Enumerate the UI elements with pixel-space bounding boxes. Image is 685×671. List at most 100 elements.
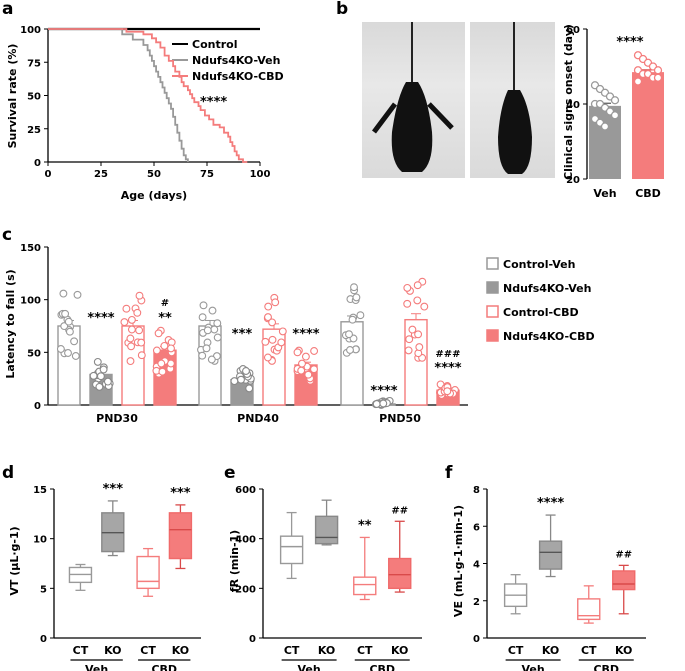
survival-chart: Survival rate (%) Age (days) Control Ndu… [6,38,284,202]
data-point [207,355,216,364]
data-point [415,343,424,352]
x-tick-label: PND50 [379,412,421,425]
y-axis-label-e: fR (min-1) [228,530,241,592]
data-point [242,367,250,375]
significance-label: # [161,298,169,309]
data-point [263,353,272,362]
data-point [413,296,422,305]
legend: Control Ndufs4KO-Veh Ndufs4KO-CBD [172,38,284,83]
legend-label-control-cbd: Control-CBD [503,306,579,319]
panel-label-b: b [336,0,348,19]
y-tick-label: 50 [27,92,41,103]
data-point [135,326,144,335]
data-point [245,384,254,393]
y-tick-label: 50 [27,348,41,359]
data-point [403,299,412,308]
y-tick-label: 200 [235,584,256,595]
box-1 [538,540,563,570]
y-tick-label: 75 [27,58,41,69]
data-point [420,302,429,311]
y-tick-label: 20 [566,175,580,186]
y-tick-label: 0 [40,634,47,645]
data-point [126,357,135,366]
x-tick-label: KO [542,644,559,657]
y-tick-label: 5 [40,584,47,595]
data-point [264,302,273,311]
x-tick-label: CT [73,644,89,657]
y-tick-label: 100 [20,25,41,36]
y-tick-label: 8 [473,485,480,496]
y-tick-label: 400 [235,535,256,546]
y-axis-label-d: VT (µL·g-1) [8,526,21,595]
y-tick-label: 0 [249,634,256,645]
data-point [127,315,136,324]
significance-label: *** [170,486,191,501]
data-point [99,365,108,374]
photo-ko-mouse [470,22,555,178]
significance-label: **** [370,384,397,399]
x-tick-label: 50 [147,169,161,180]
x-tick-label: 25 [94,169,108,180]
data-point [64,317,73,326]
box-2 [136,555,160,590]
data-point [89,371,98,380]
panel-label-e: e [224,463,236,483]
y-tick-label: 25 [27,125,41,136]
data-point [352,293,361,302]
data-point [346,346,354,354]
significance-label: ## [615,549,632,560]
x-tick-label: KO [615,644,632,657]
x-tick-label: KO [318,644,335,657]
data-point [278,327,287,336]
box-0 [279,535,304,565]
data-point [93,357,102,366]
y-axis-label: Latency to fall (s) [4,269,17,378]
data-point [356,311,365,320]
data-point [213,319,222,328]
data-point [264,313,272,322]
legend-label-ko-veh: Ndufs4KO-Veh [192,54,280,67]
data-point [70,337,79,346]
data-point [96,372,105,381]
data-point [293,348,302,357]
data-point [137,338,146,347]
group-label: Veh [85,663,108,671]
y-tick-label: 4 [473,560,480,571]
data-point [202,344,211,353]
data-point [203,326,212,335]
legend-swatch-control-cbd [486,305,499,318]
data-point [230,377,239,386]
data-point [268,335,277,344]
data-point [348,315,357,324]
significance-label: *** [232,327,253,342]
panel-label-d: d [2,463,14,483]
x-tick-label: 75 [200,169,214,180]
significance-label: **** [616,35,643,50]
y-tick-label: 15 [33,485,47,496]
group-label: CBD [369,663,395,671]
data-point [414,330,423,339]
data-point [198,351,207,360]
data-point [199,301,208,310]
data-point [208,306,217,315]
significance-label: ** [358,518,372,533]
data-point [633,77,643,86]
x-tick-label: CBD [635,187,661,200]
x-tick-label: PND30 [96,412,138,425]
data-point [133,308,142,317]
data-point [59,289,68,298]
legend: Control-Veh Ndufs4KO-Veh Control-CBD Ndu… [486,257,595,343]
data-point [60,322,69,331]
data-point [61,309,70,318]
data-point [350,283,358,292]
box-2 [577,598,601,621]
data-point [237,375,245,384]
data-point [261,337,270,346]
significance-label: **** [434,361,461,376]
y-tick-label: 150 [20,243,41,254]
data-point [408,325,417,334]
onset-plot: 20 40 60 Veh CBD [566,25,664,200]
significance-label: ## [391,505,408,516]
x-tick-label: CT [140,644,156,657]
series-line-ndufs4ko-cbd [48,28,248,163]
